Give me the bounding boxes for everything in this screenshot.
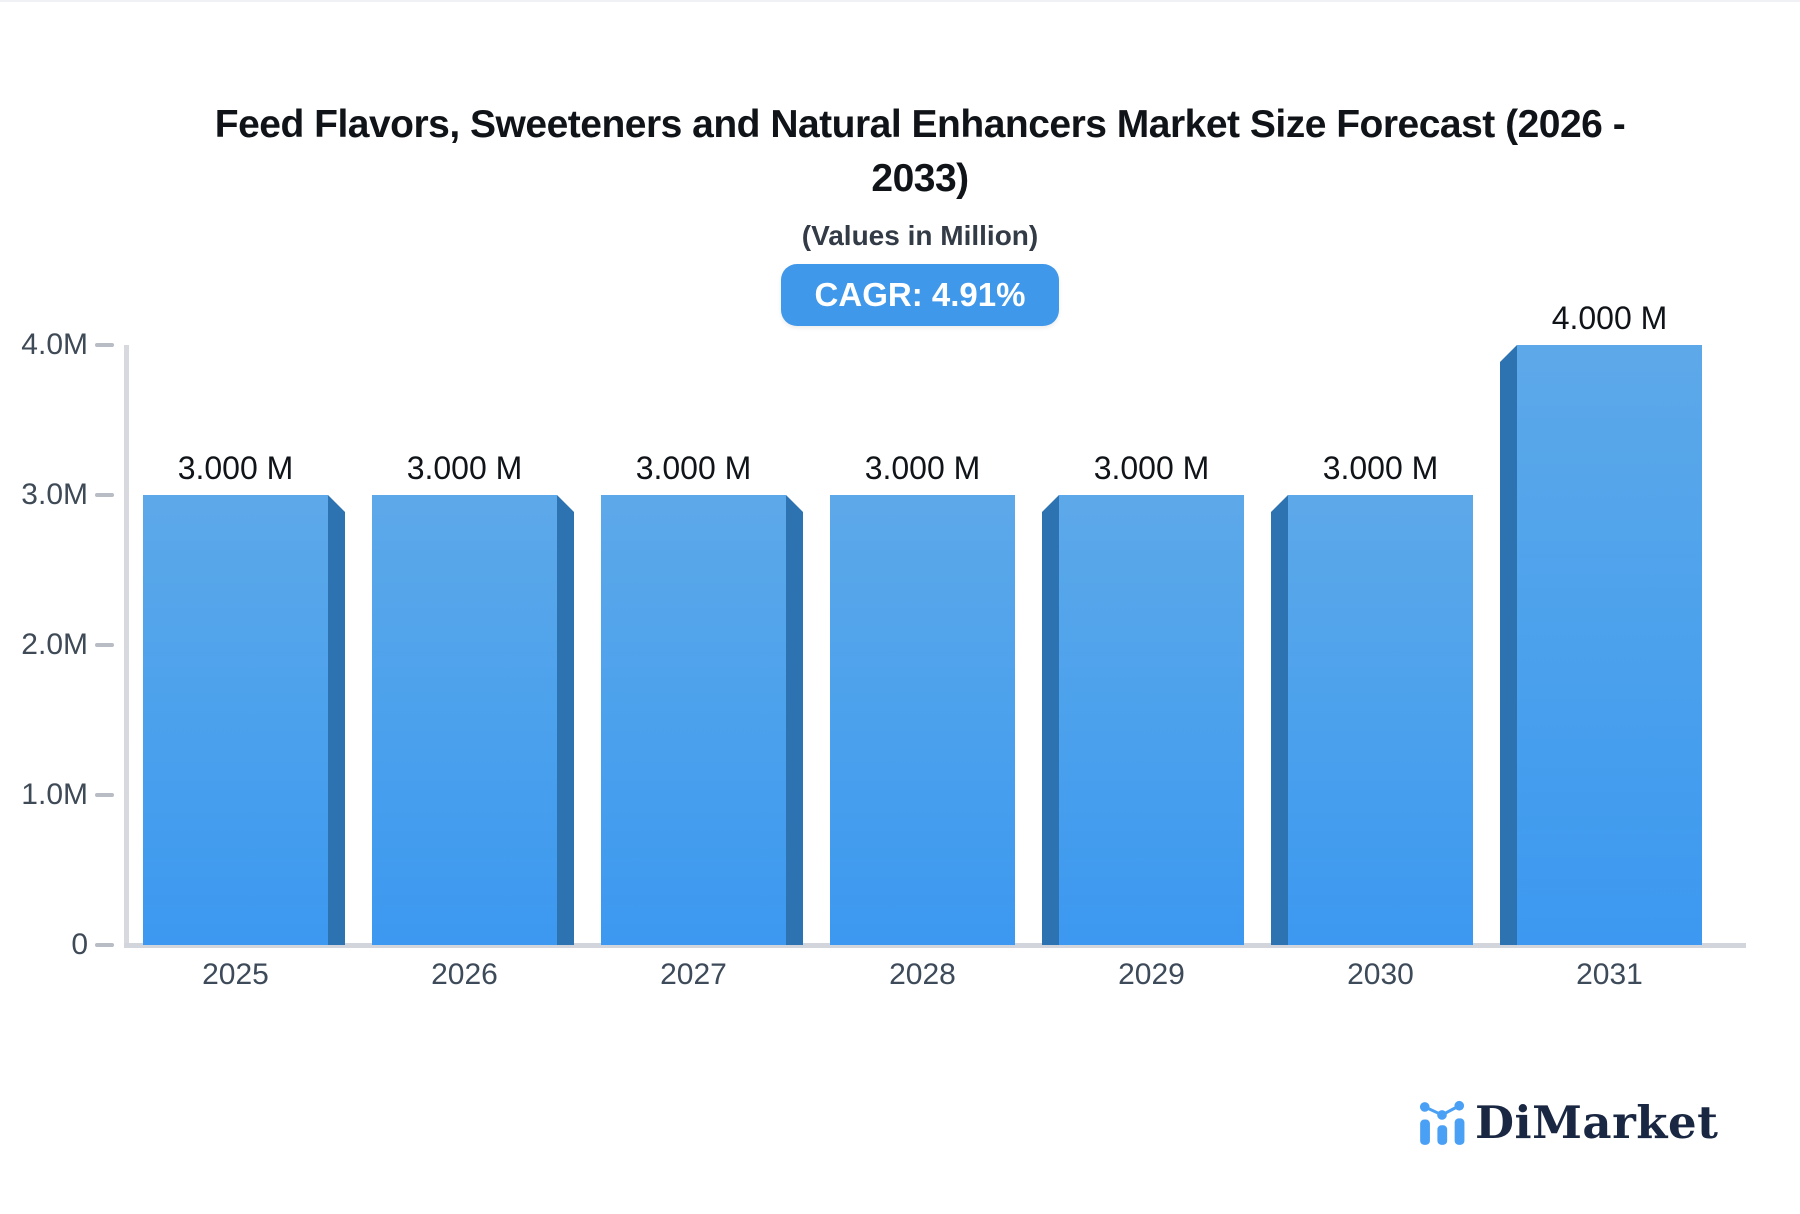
y-axis-tick-label: 2.0M (21, 628, 88, 661)
bar (601, 495, 803, 945)
chart-subtitle: (Values in Million) (801, 220, 1039, 251)
y-axis-tick-mark (95, 643, 114, 647)
x-axis-category-label: 2026 (431, 958, 498, 991)
bar-value-label: 4.000 M (1551, 300, 1668, 336)
bar-chart-logo-icon (1419, 1100, 1465, 1145)
bar (1500, 345, 1702, 945)
x-axis-category-label: 2028 (889, 958, 956, 991)
y-axis-tick-label: 1.0M (21, 778, 88, 811)
brand-logo: DiMarket (1419, 1096, 1718, 1149)
x-axis-category-label: 2030 (1347, 958, 1414, 991)
bar (372, 495, 574, 945)
bar-value-label: 3.000 M (635, 450, 752, 486)
bar-value-label: 3.000 M (177, 450, 294, 486)
y-axis-tick-label: 4.0M (21, 328, 88, 361)
x-axis-category-label: 2031 (1576, 958, 1643, 991)
bar-3d-side (1500, 345, 1517, 945)
bar-3d-side (1271, 495, 1288, 945)
y-axis-tick-label: 0 (71, 928, 88, 961)
bar-value-label: 3.000 M (1322, 450, 1439, 486)
bar (830, 495, 1015, 945)
bar-value-label: 3.000 M (1093, 450, 1210, 486)
chart-title-line-1: Feed Flavors, Sweeteners and Natural Enh… (214, 103, 1626, 146)
brand-name: DiMarket (1475, 1096, 1719, 1149)
x-axis-category-label: 2029 (1118, 958, 1185, 991)
y-axis-tick-mark (95, 793, 114, 797)
bar-3d-side (1042, 495, 1059, 945)
y-axis-tick-mark (95, 493, 114, 497)
cagr-badge: CAGR: 4.91% (780, 264, 1060, 326)
bar-value-label: 3.000 M (406, 450, 523, 486)
bar-3d-side (328, 495, 345, 945)
chart-title-line-2: 2033) (871, 157, 969, 200)
y-axis-tick-label: 3.0M (21, 478, 88, 511)
bar (143, 495, 345, 945)
x-axis-baseline (124, 943, 1746, 948)
bar-value-label: 3.000 M (864, 450, 981, 486)
bar (1042, 495, 1244, 945)
bar-3d-side (786, 495, 803, 945)
bar (1271, 495, 1473, 945)
x-axis-category-label: 2025 (202, 958, 269, 991)
x-axis-category-label: 2027 (660, 958, 727, 991)
y-axis-tick-mark (95, 343, 114, 347)
bar-3d-side (557, 495, 574, 945)
chart-header: Feed Flavors, Sweeteners and Natural Enh… (60, 98, 1780, 326)
y-axis-line (124, 345, 129, 945)
y-axis-tick-mark (95, 943, 114, 947)
